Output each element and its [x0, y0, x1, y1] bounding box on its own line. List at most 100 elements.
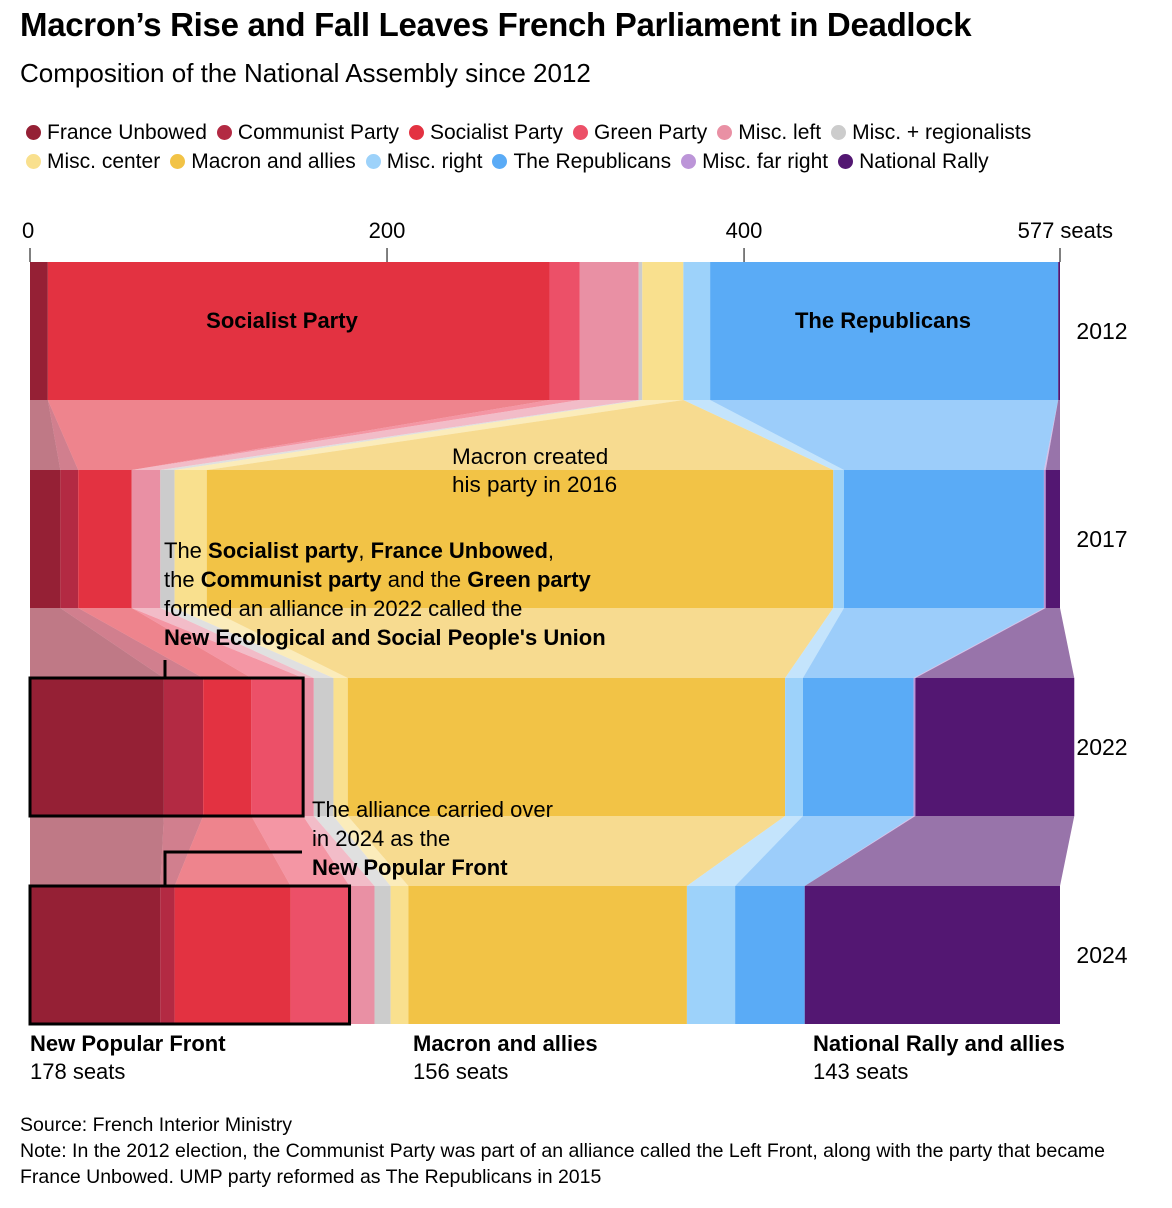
flow-band: [802, 608, 1044, 678]
flow-band: [30, 816, 164, 886]
legend-swatch: [26, 125, 41, 140]
flow-band: [160, 400, 643, 470]
flow-band: [174, 400, 684, 470]
bar-segment: [638, 262, 643, 400]
legend-label: National Rally: [859, 150, 989, 173]
legend-label: Misc. + regionalists: [852, 121, 1032, 144]
note-text: Note: In the 2012 election, the Communis…: [20, 1140, 1106, 1188]
chart-subtitle: Composition of the National Assembly sin…: [20, 58, 591, 88]
bar-segment: [683, 262, 711, 400]
legend-swatch: [717, 125, 733, 140]
bar-segment: [303, 678, 314, 816]
bar-segment: [686, 886, 736, 1024]
x-tick-label: 0: [22, 218, 34, 243]
legend-item: Socialist Party: [408, 118, 564, 147]
annotation-span: Green party: [467, 567, 591, 592]
year-label: 2022: [1076, 734, 1127, 760]
flow-band: [347, 816, 786, 886]
macron-annotation: his party in 2016: [452, 472, 617, 497]
annotation-span: New Ecological and Social People's Union: [164, 625, 606, 650]
bar-label: Socialist Party: [206, 308, 358, 333]
bar-segment: [333, 678, 348, 816]
bar-segment: [642, 262, 684, 400]
flow-band: [686, 816, 803, 886]
legend-label: Macron and allies: [191, 150, 356, 173]
bar-segment: [30, 470, 61, 608]
flow-band: [30, 608, 164, 678]
flow-band: [303, 816, 375, 886]
flow-band: [785, 608, 845, 678]
legend-swatch: [408, 125, 424, 140]
flow-band: [735, 816, 914, 886]
x-tick-label: 200: [369, 218, 406, 243]
flow-band: [710, 400, 1059, 470]
annotation-span: the: [164, 567, 201, 592]
total-name: New Popular Front: [30, 1031, 226, 1056]
legend-label: Socialist Party: [429, 121, 564, 144]
bar-segment: [833, 470, 845, 608]
nupes-annotation: formed an alliance in 2022 called the: [164, 596, 522, 621]
nupes-annotation: The Socialist party, France Unbowed,: [164, 538, 554, 563]
total-seats: 156 seats: [413, 1059, 508, 1084]
total-seats: 178 seats: [30, 1059, 125, 1084]
year-label: 2012: [1076, 318, 1127, 344]
bar-segment: [174, 886, 291, 1024]
legend-swatch: [216, 125, 232, 140]
flow-band: [804, 816, 1075, 886]
legend-label: Misc. right: [386, 150, 483, 173]
legend-item: Green Party: [573, 118, 707, 147]
chart-title: Macron’s Rise and Fall Leaves French Par…: [20, 6, 972, 43]
year-label: 2017: [1076, 526, 1127, 552]
x-tick-label: 577 seats: [1018, 218, 1113, 243]
nupes-alliance-box: [28, 676, 305, 818]
annotation-span: The alliance carried over: [312, 797, 553, 822]
legend-label: Misc. far right: [702, 150, 829, 173]
legend-label: The Republicans: [513, 150, 672, 173]
source-text: Source: French Interior Ministry: [20, 1114, 293, 1136]
bar-segment: [408, 886, 687, 1024]
legend-swatch: [831, 125, 847, 140]
annotation-span: New Popular Front: [312, 855, 508, 880]
flow-band: [333, 816, 409, 886]
legend-label: France Unbowed: [47, 121, 207, 144]
bar-segment: [374, 886, 391, 1024]
footer: Source: French Interior Ministry Note: I…: [20, 1112, 1140, 1190]
annotation-span: Communist party: [201, 567, 383, 592]
annotation-span: formed an alliance in 2022 called the: [164, 596, 522, 621]
bar-segment: [915, 678, 1075, 816]
total-seats: 143 seats: [813, 1059, 908, 1084]
bar-segment: [160, 886, 175, 1024]
legend-label: Misc. center: [47, 150, 161, 173]
legend-item: France Unbowed: [26, 118, 207, 147]
legend-swatch: [838, 154, 854, 169]
bar-segment: [1043, 470, 1046, 608]
flow-band: [78, 608, 252, 678]
bar-segment: [1058, 262, 1060, 400]
legend-item: Communist Party: [216, 118, 399, 147]
bar-segment: [163, 678, 204, 816]
bar-segment: [47, 262, 550, 400]
legend-item: Misc. center: [26, 147, 160, 176]
legend-item: Misc. left: [717, 118, 821, 147]
total-name: National Rally and allies: [813, 1031, 1065, 1056]
flow-band: [1043, 400, 1059, 470]
flow-band: [131, 608, 314, 678]
legend-swatch: [492, 154, 508, 169]
flow-band: [47, 400, 550, 470]
bar-segment: [347, 678, 786, 816]
bar-segment: [131, 470, 161, 608]
bar-segment: [913, 678, 916, 816]
flow-band: [1045, 400, 1060, 470]
bar-segment: [390, 886, 409, 1024]
bar-segment: [313, 678, 334, 816]
npf-leader-line: [163, 850, 302, 886]
bar-segment: [804, 886, 1060, 1024]
x-tick-label: 400: [726, 218, 763, 243]
bar-segment: [710, 262, 1059, 400]
annotation-span: France Unbowed: [371, 538, 548, 563]
bar-segment: [844, 470, 1044, 608]
flow-band: [913, 608, 1046, 678]
seat-flow-chart: 2012 2017 2022 2024 0 200 400 577 seats Socialis…: [22, 218, 1128, 1084]
flow-band: [206, 400, 834, 470]
annotation-span: ,: [548, 538, 554, 563]
